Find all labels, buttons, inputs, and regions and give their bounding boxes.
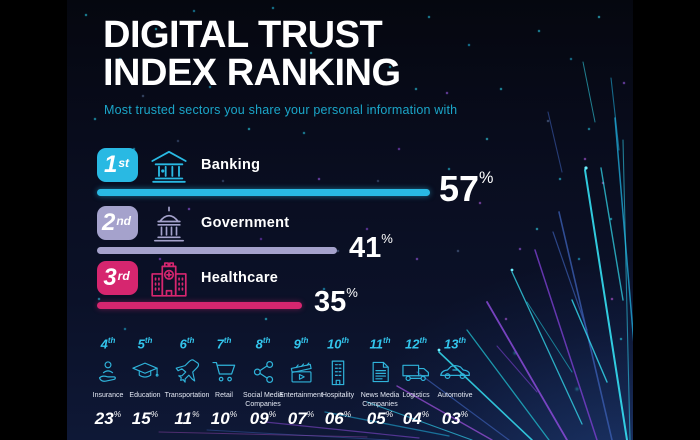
sector-label-government: Government: [201, 215, 290, 231]
title-line-1: DIGITAL TRUST: [103, 14, 383, 56]
sector-value: 04%: [402, 409, 430, 428]
sector-label: Entertainment: [279, 392, 323, 399]
percent-sign: %: [381, 231, 393, 246]
sector-column-entertainment: 9th Entertainment 07%: [275, 336, 327, 427]
percent-sign: %: [346, 285, 358, 300]
lower-sectors-grid: 4th Insurance 23% 5th: [67, 336, 633, 436]
value-government: 41%: [349, 232, 393, 263]
sector-label-healthcare: Healthcare: [201, 270, 279, 286]
bar-healthcare: [97, 302, 302, 309]
rank-label: 9th: [293, 336, 309, 352]
stars-dim-decoration: [67, 0, 69, 2]
sector-label: Education: [129, 392, 161, 399]
sector-label: Social Media Companies: [242, 392, 284, 409]
sector-value: 07%: [287, 409, 315, 428]
sector-column-insurance: 4th Insurance 23%: [82, 336, 134, 427]
bank-icon: [147, 148, 191, 184]
rank-label: 12th: [404, 336, 428, 352]
sector-label: Transportation: [164, 392, 210, 399]
sector-column-hospitality: 10th Hospitality 06%: [312, 336, 364, 427]
rank-ordinal: st: [118, 156, 130, 170]
transportation-icon: [161, 356, 213, 388]
retail-icon: [198, 356, 250, 388]
percent-sign: %: [479, 169, 494, 187]
rank-number: 3: [103, 264, 117, 291]
value-banking: 57%: [439, 170, 493, 207]
sector-column-transportation: 6th Transportation 11%: [161, 336, 213, 427]
healthcare-icon: [147, 261, 191, 297]
sector-column-retail: 7th Retail 10%: [198, 336, 250, 427]
social-media-icon: [237, 356, 289, 388]
value-number: 35: [314, 286, 347, 318]
infographic-panel: DIGITAL TRUST INDEX RANKING Most trusted…: [67, 0, 633, 440]
news-media-icon: [354, 356, 406, 388]
value-number: 41: [349, 232, 382, 264]
sector-column-education: 5th Education 15%: [119, 336, 171, 427]
sector-value: 23%: [94, 409, 122, 428]
sector-value: 06%: [324, 409, 352, 428]
sector-label: Logistics: [402, 392, 430, 399]
page-subtitle: Most trusted sectors you share your pers…: [104, 103, 458, 117]
sector-label: News Media Companies: [360, 392, 400, 409]
sector-value: 11%: [174, 409, 200, 428]
sector-value: 15%: [131, 409, 159, 428]
sector-column-automotive: 13th Automotive 03%: [429, 336, 481, 427]
rank-label: 8th: [255, 336, 271, 352]
rank-label: 5th: [137, 336, 153, 352]
rank-label: 10th: [326, 336, 350, 352]
sector-label: Retail: [215, 392, 233, 399]
government-icon: [147, 206, 191, 242]
rank-label: 11th: [369, 336, 391, 352]
sector-column-social-media: 8th Social Media Companies 09%: [237, 336, 289, 427]
education-icon: [119, 356, 171, 388]
entertainment-icon: [275, 356, 327, 388]
hospitality-icon: [312, 356, 364, 388]
sector-label: Automotive: [437, 392, 473, 399]
automotive-icon: [429, 356, 481, 388]
value-number: 57: [439, 168, 480, 209]
page-title: DIGITAL TRUST INDEX RANKING: [103, 16, 401, 92]
bar-government: [97, 247, 337, 254]
rank-label: 7th: [216, 336, 232, 352]
sector-value: 10%: [210, 409, 238, 428]
sector-value: 03%: [441, 409, 469, 428]
rank-ordinal: nd: [116, 214, 132, 228]
value-healthcare: 35%: [314, 286, 358, 317]
insurance-icon: [82, 356, 134, 388]
rank-label: 6th: [179, 336, 195, 352]
sector-value: 09%: [249, 409, 277, 428]
rank-number: 2: [101, 209, 116, 236]
sector-label: Hospitality: [321, 392, 355, 399]
title-line-2: INDEX RANKING: [103, 52, 401, 94]
sector-label-banking: Banking: [201, 157, 261, 173]
sector-value: 05%: [366, 409, 394, 428]
bar-banking: [97, 189, 431, 196]
logistics-icon: [390, 356, 442, 388]
rank-label: 4th: [100, 336, 116, 352]
rank-ordinal: rd: [117, 269, 130, 283]
rank-number: 1: [103, 151, 118, 178]
sector-column-logistics: 12th Logistics 04%: [390, 336, 442, 427]
sector-label: Insurance: [92, 392, 124, 399]
sector-column-news-media: 11th News Media Companies 05%: [354, 336, 406, 427]
rank-label: 13th: [443, 336, 467, 352]
